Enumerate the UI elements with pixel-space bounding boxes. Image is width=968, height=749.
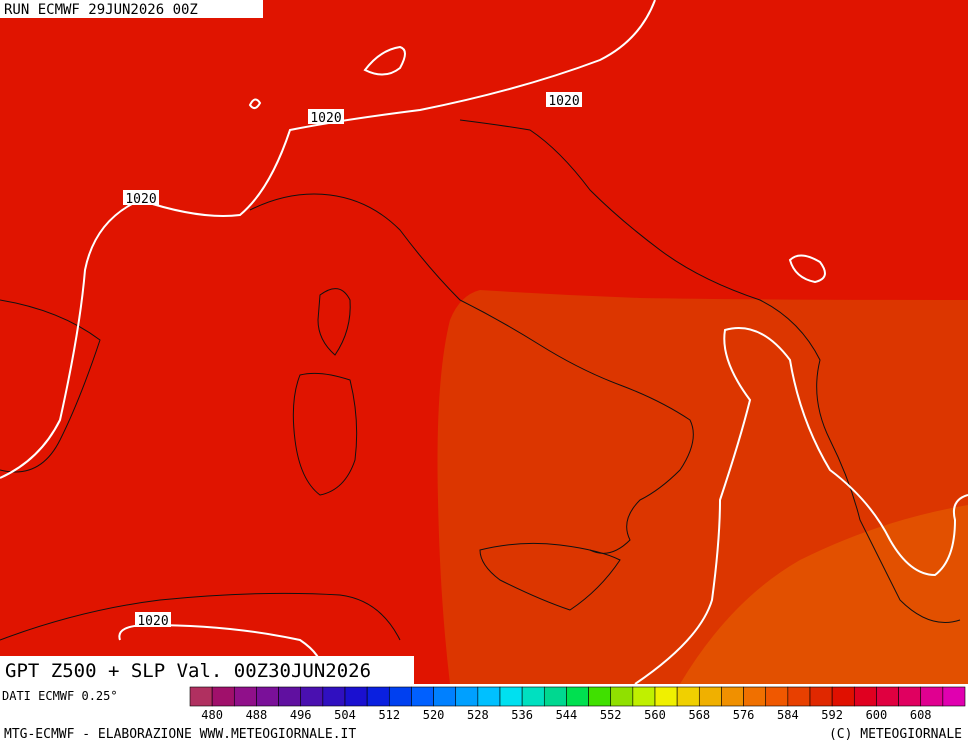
colorbar-label: 504 <box>334 708 356 722</box>
colorbar-swatch <box>921 687 943 706</box>
colorbar-label: 520 <box>423 708 445 722</box>
colorbar-label: 496 <box>290 708 312 722</box>
footer-right: (C) METEOGIORNALE <box>829 727 962 742</box>
colorbar-swatch <box>234 687 256 706</box>
isoline-label: 1020 <box>125 192 156 207</box>
colorbar-label: 528 <box>467 708 489 722</box>
colorbar-swatch <box>566 687 588 706</box>
colorbar-swatch <box>854 687 876 706</box>
colorbar-swatch <box>611 687 633 706</box>
colorbar-swatch <box>279 687 301 706</box>
colorbar-label: 560 <box>644 708 666 722</box>
colorbar-label: 584 <box>777 708 799 722</box>
colorbar-swatch <box>478 687 500 706</box>
run-label: RUN ECMWF 29JUN2026 00Z <box>4 2 198 18</box>
colorbar-swatch <box>345 687 367 706</box>
colorbar-swatch <box>434 687 456 706</box>
colorbar-swatch <box>389 687 411 706</box>
colorbar-swatch <box>544 687 566 706</box>
colorbar-label: 552 <box>600 708 622 722</box>
colorbar-swatch <box>899 687 921 706</box>
colorbar-swatch <box>411 687 433 706</box>
colorbar-swatch <box>788 687 810 706</box>
colorbar-swatch <box>677 687 699 706</box>
footer-left: MTG-ECMWF - ELABORAZIONE WWW.METEOGIORNA… <box>4 727 356 742</box>
colorbar-swatch <box>810 687 832 706</box>
colorbar-label: 568 <box>688 708 710 722</box>
colorbar-swatch <box>699 687 721 706</box>
isoline-label: 1020 <box>310 111 341 126</box>
colorbar-swatch <box>367 687 389 706</box>
colorbar: 480 488 496 504 512 520 528 536 544 552 560 568 576 5… <box>190 687 965 722</box>
colorbar-swatch <box>522 687 544 706</box>
colorbar-swatch <box>323 687 345 706</box>
colorbar-swatch <box>832 687 854 706</box>
colorbar-swatch <box>301 687 323 706</box>
source-label: DATI ECMWF 0.25° <box>2 689 118 703</box>
colorbar-swatch <box>212 687 234 706</box>
colorbar-swatch <box>876 687 898 706</box>
colorbar-swatch <box>633 687 655 706</box>
colorbar-label: 600 <box>866 708 888 722</box>
map-title: GPT Z500 + SLP Val. 00Z30JUN2026 <box>5 660 371 682</box>
colorbar-swatch <box>500 687 522 706</box>
colorbar-swatch <box>589 687 611 706</box>
colorbar-swatch <box>256 687 278 706</box>
colorbar-label: 608 <box>910 708 932 722</box>
colorbar-label: 544 <box>556 708 578 722</box>
colorbar-label: 536 <box>511 708 533 722</box>
colorbar-label: 592 <box>821 708 843 722</box>
colorbar-swatch <box>721 687 743 706</box>
colorbar-label: 576 <box>733 708 755 722</box>
colorbar-label: 512 <box>378 708 400 722</box>
isoline-label: 1020 <box>137 614 168 629</box>
colorbar-label: 480 <box>201 708 223 722</box>
colorbar-swatch <box>766 687 788 706</box>
colorbar-swatch <box>655 687 677 706</box>
colorbar-swatch <box>744 687 766 706</box>
colorbar-label: 488 <box>246 708 268 722</box>
isoline-label: 1020 <box>548 94 579 109</box>
colorbar-swatch <box>943 687 965 706</box>
colorbar-swatch <box>190 687 212 706</box>
colorbar-swatch <box>456 687 478 706</box>
